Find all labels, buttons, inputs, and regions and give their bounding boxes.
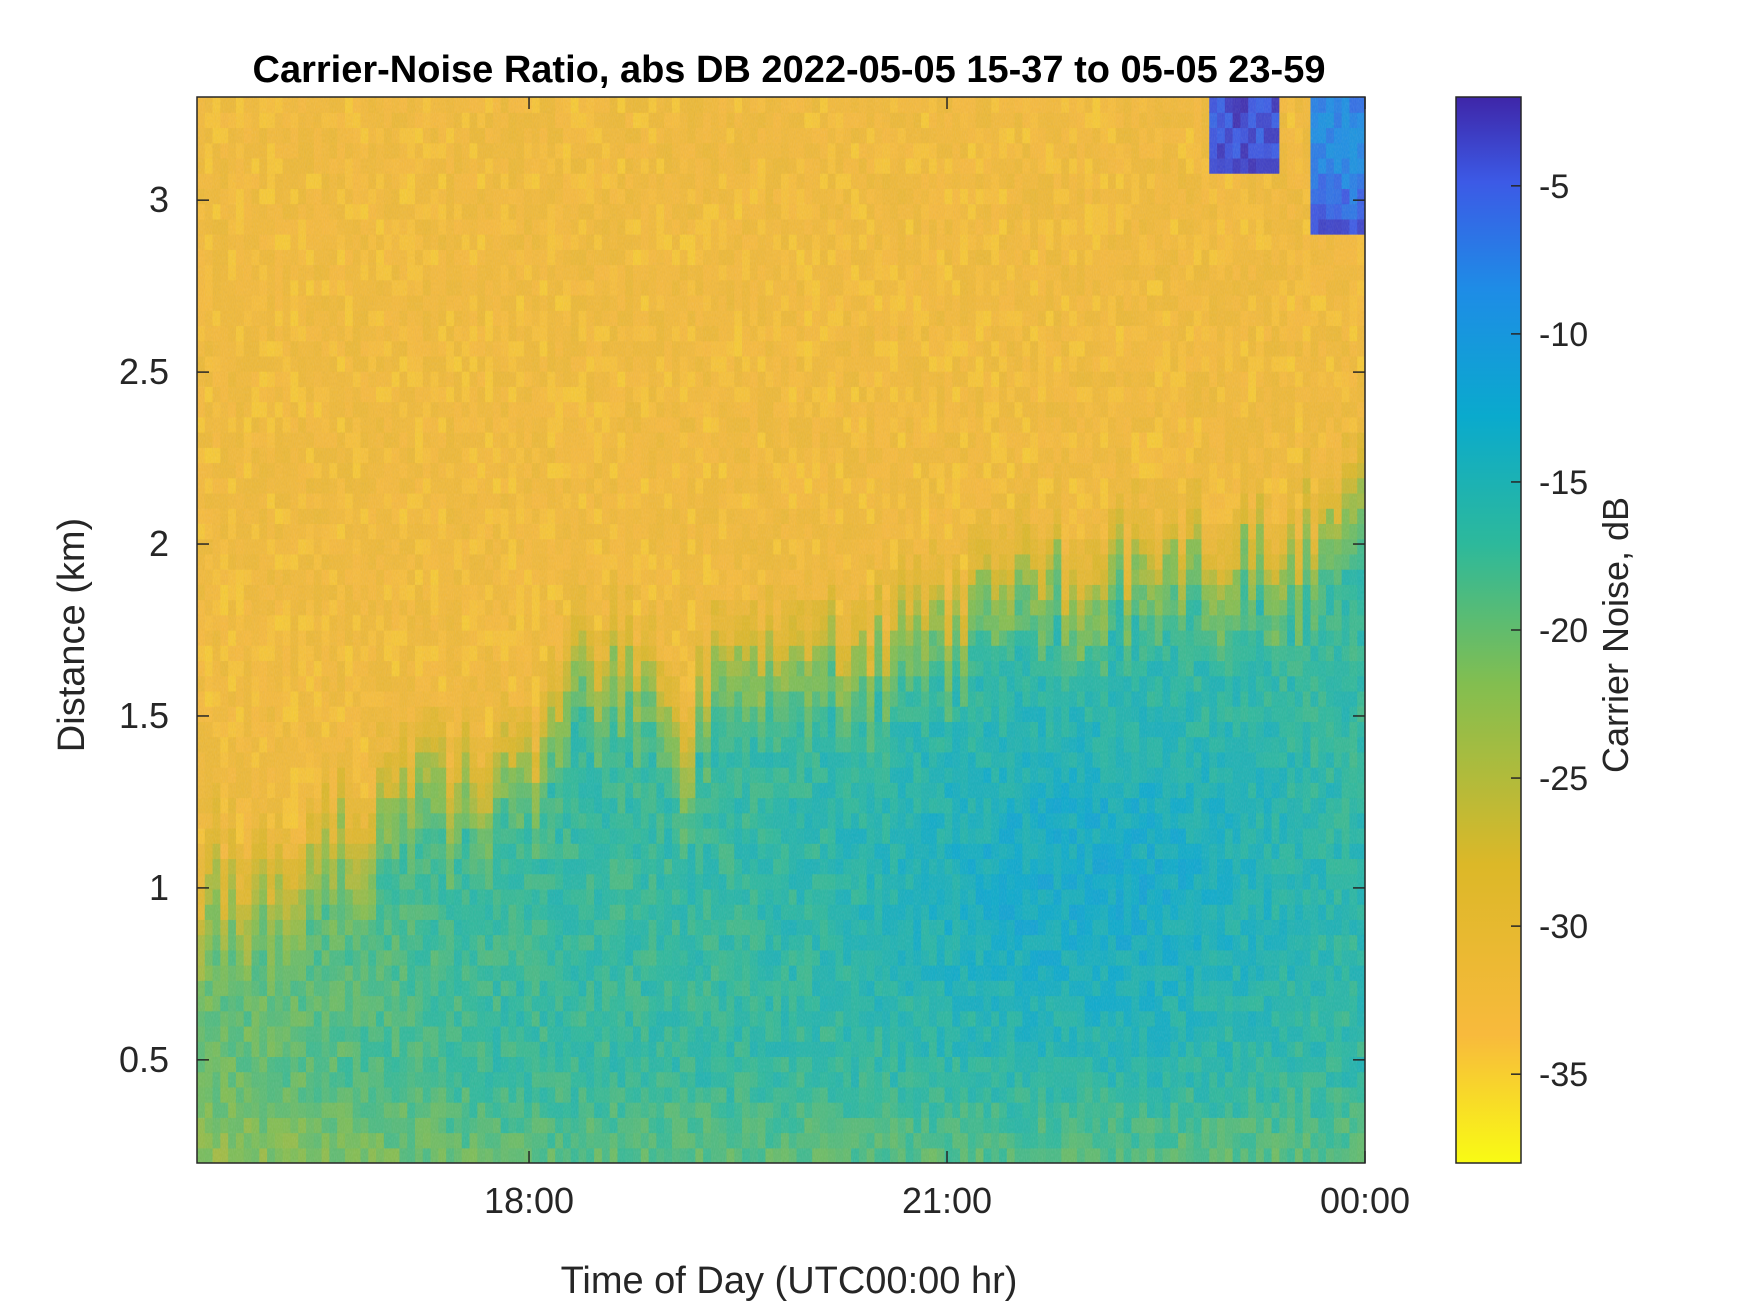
plot-area [196, 96, 1366, 1164]
chart-title: Carrier-Noise Ratio, abs DB 2022-05-05 1… [253, 49, 1326, 91]
